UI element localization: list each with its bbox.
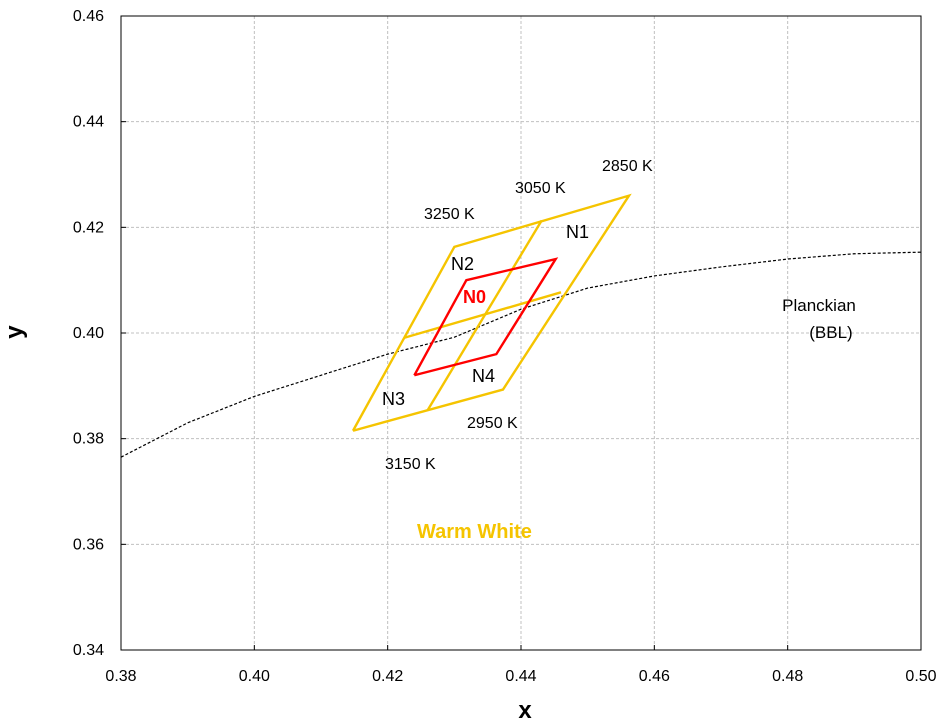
y-tick-labels: 0.34 0.36 0.38 0.40 0.42 0.44 0.46 <box>73 8 126 659</box>
y-tick-label: 0.34 <box>73 642 104 659</box>
x-tick-label: 0.42 <box>372 668 403 685</box>
y-tick-label: 0.38 <box>73 431 104 448</box>
label-n3: N3 <box>382 389 405 409</box>
x-tick-labels: 0.38 0.40 0.42 0.44 0.46 0.48 0.50 <box>105 645 937 685</box>
label-n1: N1 <box>566 222 589 242</box>
x-tick-label: 0.50 <box>905 668 936 685</box>
label-n0: N0 <box>463 287 486 307</box>
warm-white-bin-line-2 <box>403 291 562 339</box>
warm-white-bin-line-0 <box>351 193 632 432</box>
x-tick-label: 0.40 <box>239 668 270 685</box>
grid <box>121 16 921 650</box>
label-n2: N2 <box>451 254 474 274</box>
label-3250k: 3250 K <box>424 206 475 223</box>
label-3150k: 3150 K <box>385 456 436 473</box>
x-tick-label: 0.44 <box>505 668 536 685</box>
y-axis-label: y <box>1 325 28 339</box>
label-warm-white: Warm White <box>417 521 532 543</box>
y-tick-label: 0.40 <box>73 325 104 342</box>
planckian-locus-line <box>120 251 922 458</box>
x-tick-label: 0.48 <box>772 668 803 685</box>
chart-marks <box>120 193 922 458</box>
planckian-label-line2: (BBL) <box>809 323 852 342</box>
label-3050k: 3050 K <box>515 180 566 197</box>
x-axis-label: x <box>518 697 532 722</box>
n0-quadrangle-0 <box>413 257 559 377</box>
y-tick-label: 0.44 <box>73 114 104 131</box>
label-2950k: 2950 K <box>467 415 518 432</box>
label-n4: N4 <box>472 366 495 386</box>
x-tick-label: 0.38 <box>105 668 136 685</box>
label-2850k: 2850 K <box>602 158 653 175</box>
planckian-label-line1: Planckian <box>782 296 856 315</box>
y-tick-label: 0.36 <box>73 536 104 553</box>
y-tick-label: 0.46 <box>73 8 104 25</box>
y-tick-label: 0.42 <box>73 219 104 236</box>
x-tick-label: 0.46 <box>639 668 670 685</box>
